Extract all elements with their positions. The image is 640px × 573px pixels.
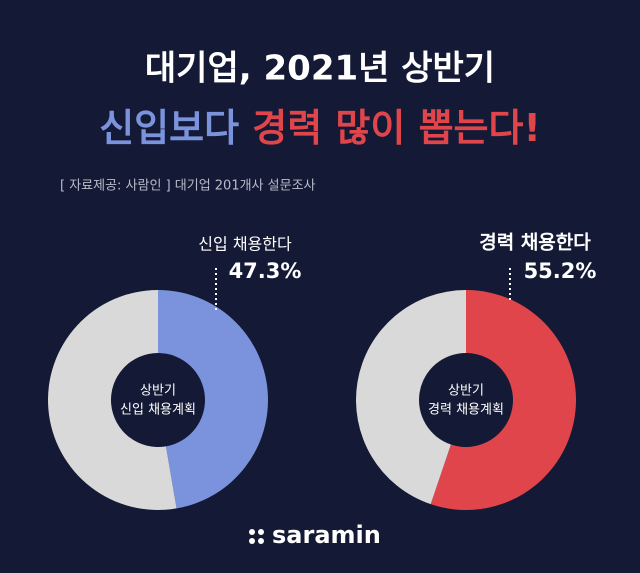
title: 대기업, 2021년 상반기: [145, 49, 495, 89]
logo-text: saramin: [272, 521, 381, 549]
logo: saramin: [249, 521, 381, 549]
source: [ 자료제공: 사람인 ] 대기업 201개사 설문조사: [60, 179, 316, 194]
value-label: 47.3%: [229, 259, 302, 283]
pie-slice: [355, 290, 466, 505]
headline-part: 경력: [252, 106, 322, 150]
headline: 신입보다 경력 많이 뽑는다!: [99, 106, 541, 150]
center-label: 신입 채용계획: [120, 403, 196, 418]
logo-dot: [258, 538, 264, 544]
logo-dot: [249, 529, 255, 535]
pie-slice: [430, 290, 576, 510]
slice-label: 신입 채용한다: [198, 235, 292, 254]
center-label: 상반기: [140, 384, 176, 399]
logo-dot: [258, 529, 264, 535]
pie-slice: [47, 290, 177, 511]
headline-part: 많이 뽑는다!: [335, 106, 540, 150]
center-label: 상반기: [448, 384, 484, 399]
pie-slice: [158, 290, 268, 509]
center-label: 경력 채용계획: [428, 403, 504, 418]
slice-label: 경력 채용한다: [479, 232, 591, 254]
logo-dot: [249, 538, 255, 544]
headline-part: 신입보다: [99, 106, 239, 150]
value-label: 55.2%: [524, 259, 597, 283]
